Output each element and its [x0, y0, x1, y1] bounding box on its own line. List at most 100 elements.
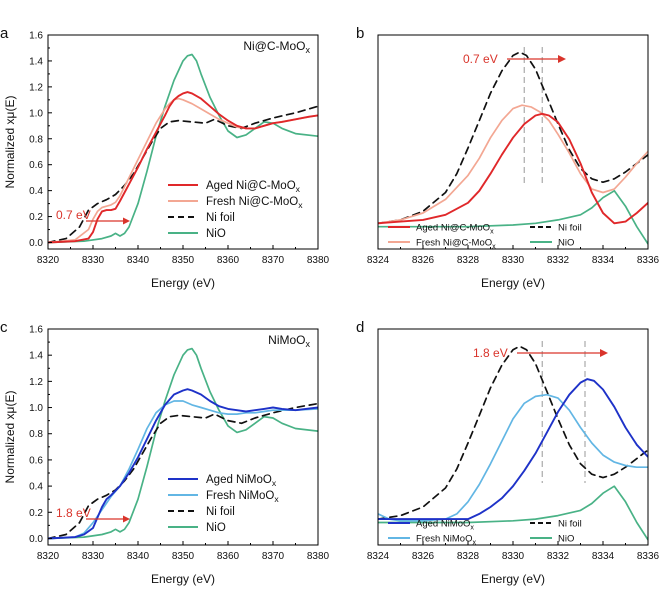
- series-nio: [378, 189, 648, 245]
- series-nio: [378, 485, 648, 541]
- shift-annotation: 1.8 eV: [56, 506, 91, 520]
- plot-area-b: [378, 51, 648, 245]
- series-aged-nimoox: [48, 388, 318, 540]
- legend-label: NiO: [206, 522, 226, 534]
- x-axis-title: Energy (eV): [481, 572, 545, 586]
- x-tick-label: 8330: [502, 551, 525, 562]
- x-tick-label: 8320: [37, 255, 60, 266]
- x-tick-label: 8336: [637, 255, 660, 266]
- x-tick-label: 8380: [307, 255, 330, 266]
- shift-annotation: 0.7 eV: [56, 208, 91, 222]
- x-tick-label: 8334: [592, 551, 615, 562]
- series-aged-ni-c-moox: [48, 91, 318, 244]
- legend-label: Fresh Ni@C-MoOx: [206, 196, 303, 210]
- legend-label: NiO: [206, 228, 226, 240]
- y-axis-title: Normalized xμ(E): [3, 96, 17, 189]
- series-ni-foil: [48, 402, 318, 540]
- x-tick-label: 8324: [367, 255, 390, 266]
- x-tick-label: 8350: [172, 551, 195, 562]
- legend-label: Ni foil: [558, 519, 582, 530]
- shift-arrow-head: [123, 515, 130, 523]
- y-tick-label: 0.4: [29, 482, 43, 493]
- y-tick-label: 1.6: [29, 325, 43, 336]
- panel-letter-b: b: [356, 25, 364, 42]
- x-tick-label: 8330: [82, 551, 105, 562]
- series-nio: [48, 347, 318, 540]
- x-tick-label: 8336: [637, 551, 660, 562]
- x-tick-label: 8326: [412, 551, 435, 562]
- x-axis-title: Energy (eV): [481, 276, 545, 290]
- axes-frame: [377, 328, 649, 546]
- x-tick-label: 8330: [502, 255, 525, 266]
- x-tick-label: 8324: [367, 551, 390, 562]
- legend-label: Ni foil: [206, 212, 235, 224]
- legend-label: Aged Ni@C-MoOx: [416, 223, 494, 236]
- shift-arrow-head: [123, 217, 130, 225]
- x-tick-label: 8340: [127, 551, 150, 562]
- x-tick-label: 8320: [37, 551, 60, 562]
- legend-label: Fresh NiMoOx: [416, 534, 476, 547]
- y-tick-label: 0.6: [29, 455, 43, 466]
- plot-area-a: [48, 53, 318, 244]
- y-tick-label: 0.0: [29, 238, 43, 249]
- y-tick-label: 0.2: [29, 212, 43, 223]
- series-nio: [48, 53, 318, 244]
- legend-label: Aged Ni@C-MoOx: [206, 180, 301, 194]
- plot-area-c: [48, 347, 318, 540]
- x-tick-label: 8334: [592, 255, 615, 266]
- x-tick-label: 8328: [457, 255, 480, 266]
- panel-d: d 8324 8326 8328 8330 8332 8334 8336 Energy (eV)…: [356, 319, 660, 586]
- series-aged-nimoox: [378, 378, 648, 521]
- series-aged-ni-c-moox: [378, 112, 648, 225]
- panel-letter-d: d: [356, 319, 364, 336]
- x-axis-title: Energy (eV): [151, 276, 215, 290]
- x-tick-label: 8380: [307, 551, 330, 562]
- shift-annotation: 1.8 eV: [473, 346, 508, 360]
- panel-letter-c: c: [0, 319, 8, 336]
- legend-label: NiO: [558, 238, 574, 249]
- x-tick-label: 8326: [412, 255, 435, 266]
- x-tick-label: 8360: [217, 255, 240, 266]
- legend-label: Fresh NiMoOx: [206, 490, 279, 504]
- y-tick-label: 0.8: [29, 429, 43, 440]
- y-tick-label: 1.6: [29, 31, 43, 42]
- x-tick-label: 8360: [217, 551, 240, 562]
- x-tick-label: 8350: [172, 255, 195, 266]
- series-fresh-ni-c-moox: [378, 104, 648, 225]
- legend-label: Fresh Ni@C-MoOx: [416, 238, 496, 251]
- y-tick-label: 1.2: [29, 377, 43, 388]
- panel-a: a 8320 8330 8340 8350 8360 8370 8380 Energy (eV)…: [0, 25, 330, 290]
- y-tick-label: 0.2: [29, 508, 43, 519]
- shift-arrow-head: [600, 349, 608, 357]
- y-tick-label: 0.0: [29, 534, 43, 545]
- x-tick-label: 8340: [127, 255, 150, 266]
- panel-b: b 8324 8326 8328 8330 8332 8334 8336 Energy (eV)…: [356, 25, 660, 290]
- y-axis-title: Normalized xμ(E): [3, 391, 17, 484]
- legend-label: Ni foil: [206, 506, 235, 518]
- panel-c: c 8320 8330 8340 8350 8360 8370 8380 Energy (eV)…: [0, 319, 330, 586]
- x-tick-label: 8370: [262, 255, 285, 266]
- y-tick-label: 1.0: [29, 403, 43, 414]
- shift-arrow-head: [558, 55, 566, 63]
- y-tick-label: 1.4: [29, 351, 43, 362]
- x-tick-label: 8332: [547, 255, 570, 266]
- y-tick-label: 1.2: [29, 82, 43, 93]
- x-tick-label: 8370: [262, 551, 285, 562]
- series-ni-foil: [378, 345, 648, 520]
- shift-annotation: 0.7 eV: [463, 52, 498, 66]
- legend-label: NiO: [558, 534, 574, 545]
- legend-label: Aged NiMoOx: [206, 474, 277, 488]
- x-axis-title: Energy (eV): [151, 572, 215, 586]
- y-tick-label: 0.6: [29, 160, 43, 171]
- y-tick-label: 0.4: [29, 186, 43, 197]
- series-fresh-nimoox: [378, 393, 648, 522]
- panel-letter-a: a: [0, 25, 9, 42]
- x-tick-label: 8328: [457, 551, 480, 562]
- series-fresh-nimoox: [48, 400, 318, 540]
- series-ni-foil: [48, 105, 318, 244]
- legend-label: Ni foil: [558, 223, 582, 234]
- legend-label: Aged NiMoOx: [416, 519, 474, 532]
- series-ni-foil: [378, 51, 648, 225]
- plot-area-d: [378, 345, 648, 541]
